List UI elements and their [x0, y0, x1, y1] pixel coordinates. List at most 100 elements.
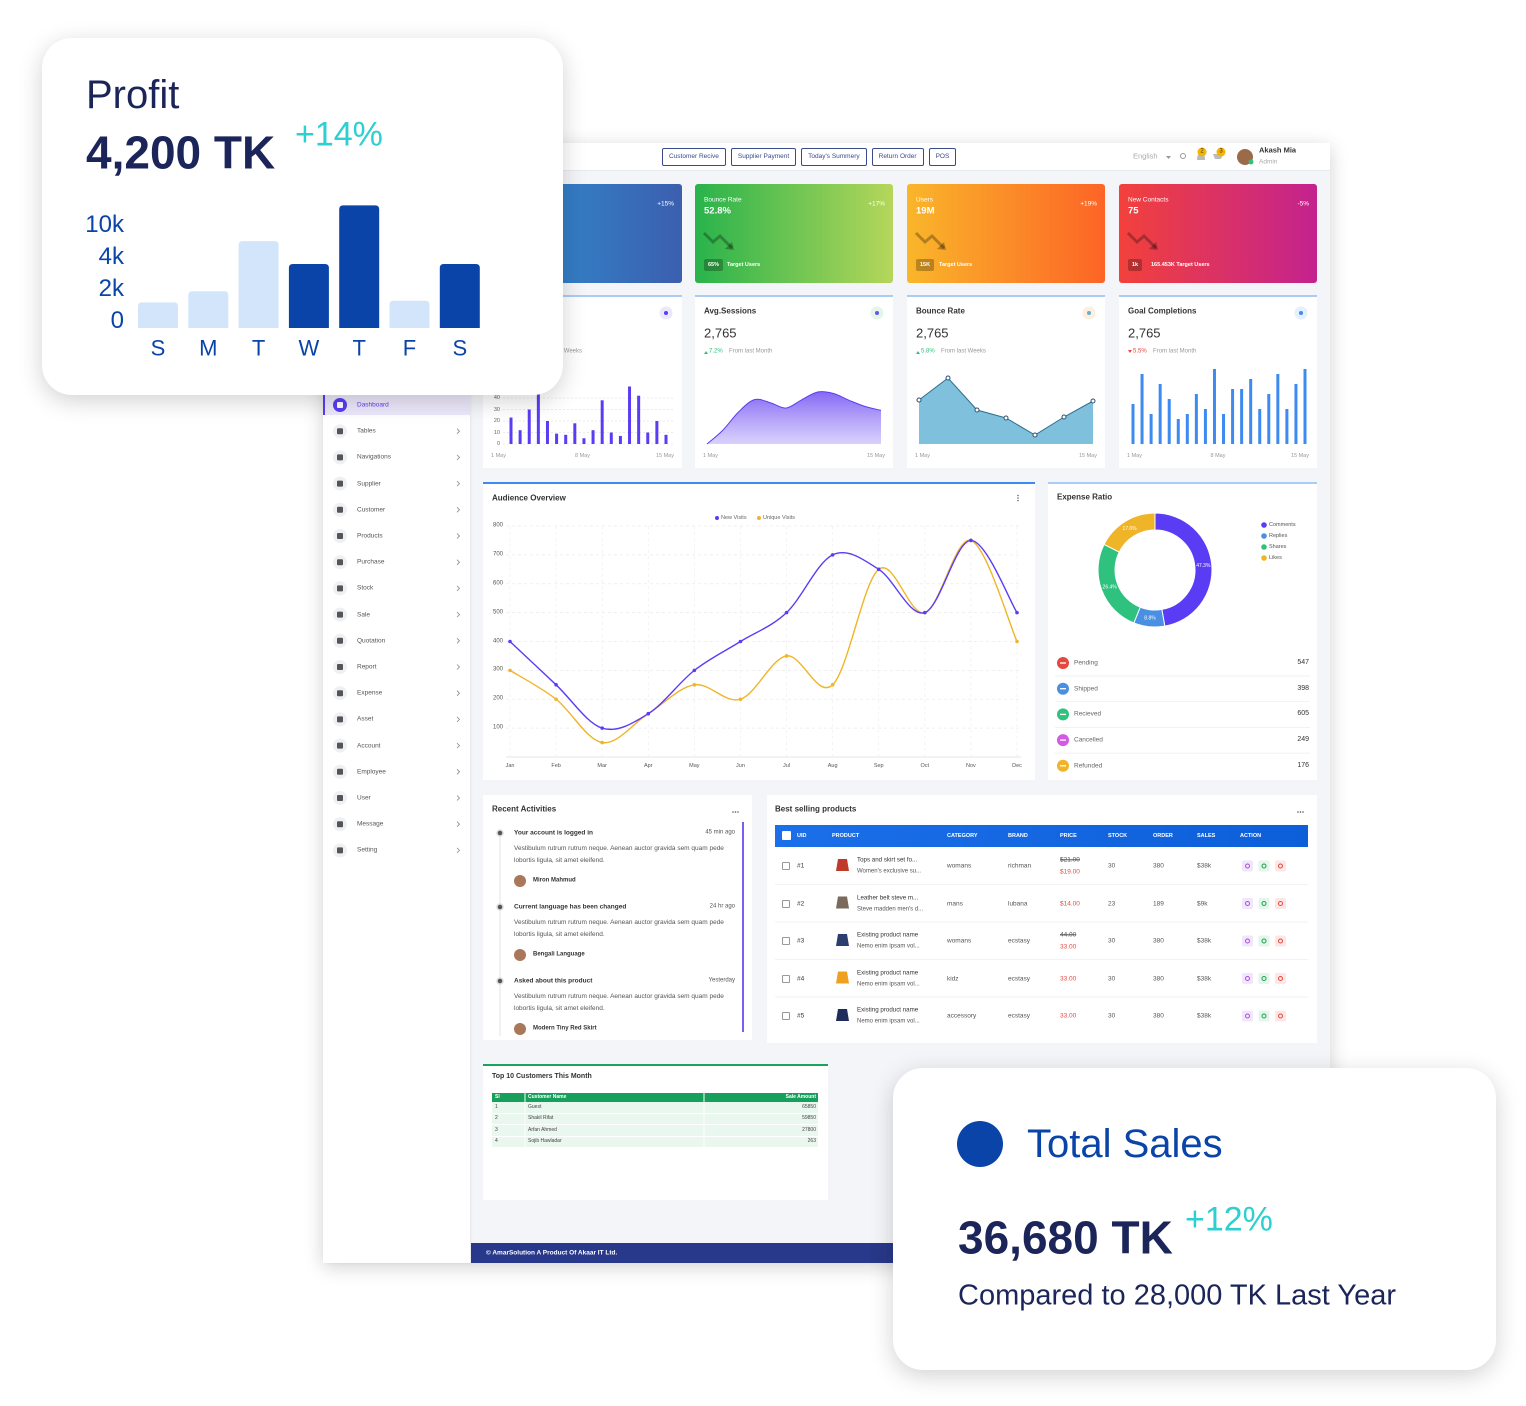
cell-desc: Nemo enim ipsam vol... [857, 943, 920, 950]
change-arrow [704, 351, 708, 354]
menu-item[interactable]: User [357, 794, 371, 802]
cell-stock: 30 [1108, 974, 1116, 982]
menu-item[interactable]: Account [357, 741, 381, 749]
action-button[interactable] [1275, 1010, 1286, 1022]
mini-bar [1303, 369, 1307, 444]
stat-badge: 65% [704, 259, 724, 271]
menu-item[interactable]: Dashboard [357, 401, 389, 409]
action-button[interactable] [1275, 935, 1286, 947]
activity-user: Bengali Language [533, 951, 585, 958]
product-image [836, 859, 849, 871]
topbar-button[interactable]: Supplier Payment [730, 148, 797, 166]
menu-dot [732, 811, 734, 813]
menu-item[interactable]: Stock [357, 584, 374, 592]
activity-title: Your account is logged in [514, 829, 593, 837]
chevron [456, 480, 461, 487]
series-marker [600, 740, 604, 745]
topbar-button[interactable]: Return Order [871, 148, 924, 166]
action-button[interactable] [1258, 973, 1270, 984]
mini-bar [609, 432, 613, 444]
mini-x-label: 1 May [491, 452, 506, 459]
topbar-button[interactable]: POS [928, 148, 957, 166]
mini-bar [1285, 409, 1289, 444]
trend-arrow [1126, 231, 1158, 250]
mini-marker [1090, 398, 1096, 404]
menu-item[interactable]: Tables [357, 427, 376, 435]
action-button[interactable] [1242, 898, 1253, 909]
action-button[interactable] [1275, 860, 1286, 872]
action-button[interactable] [1258, 935, 1270, 947]
row-checkbox[interactable] [782, 899, 790, 908]
menu-item[interactable]: Setting [357, 846, 378, 854]
stat-change: +17% [868, 200, 885, 208]
x-tick-label: Dec [1012, 762, 1022, 769]
menu-item[interactable]: Sale [357, 610, 371, 618]
mini-bar [655, 421, 659, 444]
cell-order: 380 [1153, 862, 1164, 870]
menu-item[interactable]: Supplier [357, 479, 381, 487]
menu-item[interactable]: Report [357, 663, 377, 671]
mini-bar [1294, 384, 1298, 444]
stat-label: Users [916, 196, 933, 204]
column-header: Sale Amount [785, 1093, 816, 1100]
mini-icon-dot [664, 311, 668, 315]
mini-bar [582, 438, 586, 444]
menu-item[interactable]: Message [357, 820, 384, 828]
action-button[interactable] [1242, 1010, 1253, 1022]
menu-item[interactable]: Quotation [357, 637, 386, 645]
mini-bar [646, 432, 650, 444]
chevron [456, 611, 461, 618]
menu-item[interactable]: Navigations [357, 453, 391, 461]
legend-label: Likes [1269, 554, 1282, 561]
mini-title: Avg.Sessions [704, 306, 757, 316]
row-checkbox[interactable] [782, 937, 790, 945]
series-marker [508, 639, 512, 644]
legend-marker [757, 516, 761, 520]
x-tick-label: Jul [783, 762, 791, 769]
series-marker [830, 683, 835, 687]
action-button[interactable] [1242, 935, 1253, 947]
action-button[interactable] [1242, 860, 1253, 872]
chevron [456, 664, 461, 670]
cell-uid: #5 [797, 1012, 805, 1020]
action-button[interactable] [1258, 860, 1270, 872]
sales-note: Compared to 28,000 TK Last Year [958, 1279, 1396, 1312]
menu-item[interactable]: Customer [357, 506, 386, 514]
row-checkbox[interactable] [782, 862, 790, 870]
y-tick-label: 2k [98, 275, 124, 303]
trend-arrow [702, 231, 734, 250]
topbar-buttons: Customer Recive Supplier Payment Today's S… [662, 148, 957, 166]
row-checkbox[interactable] [782, 974, 790, 983]
status-value: 398 [1297, 684, 1309, 692]
stat-label: Bounce Rate [704, 196, 742, 204]
action-button[interactable] [1275, 973, 1286, 984]
menu-icon [337, 454, 343, 461]
action-button[interactable] [1258, 1010, 1270, 1022]
action-button[interactable] [1258, 898, 1270, 909]
action-icon [1245, 1013, 1250, 1019]
row-checkbox[interactable] [782, 1012, 790, 1020]
menu-icon [337, 559, 343, 566]
action-button[interactable] [1242, 973, 1253, 984]
menu-item[interactable]: Products [357, 532, 383, 540]
mini-title: Goal Completions [1128, 306, 1197, 316]
topbar-button[interactable]: Customer Recive [662, 148, 726, 166]
chevron [456, 533, 461, 539]
menu-icon [337, 402, 343, 408]
cell-stock: 30 [1108, 937, 1116, 945]
menu-item[interactable]: Employee [357, 768, 386, 776]
mini-bar [573, 423, 577, 444]
menu-item[interactable]: Asset [357, 715, 374, 723]
action-icon [1278, 1013, 1283, 1019]
table-header [492, 1093, 818, 1102]
table-cell: 1 [495, 1103, 498, 1110]
mini-x-label: 1 May [1127, 452, 1142, 459]
donut-label: 47.3% [1196, 563, 1211, 569]
menu-item[interactable]: Expense [357, 689, 383, 697]
topbar-button[interactable]: Today's Summery [801, 148, 867, 166]
mini-icon-dot [1299, 311, 1303, 315]
menu-item[interactable]: Purchase [357, 558, 385, 566]
action-button[interactable] [1275, 898, 1286, 909]
y-tick-label: 500 [492, 609, 503, 616]
